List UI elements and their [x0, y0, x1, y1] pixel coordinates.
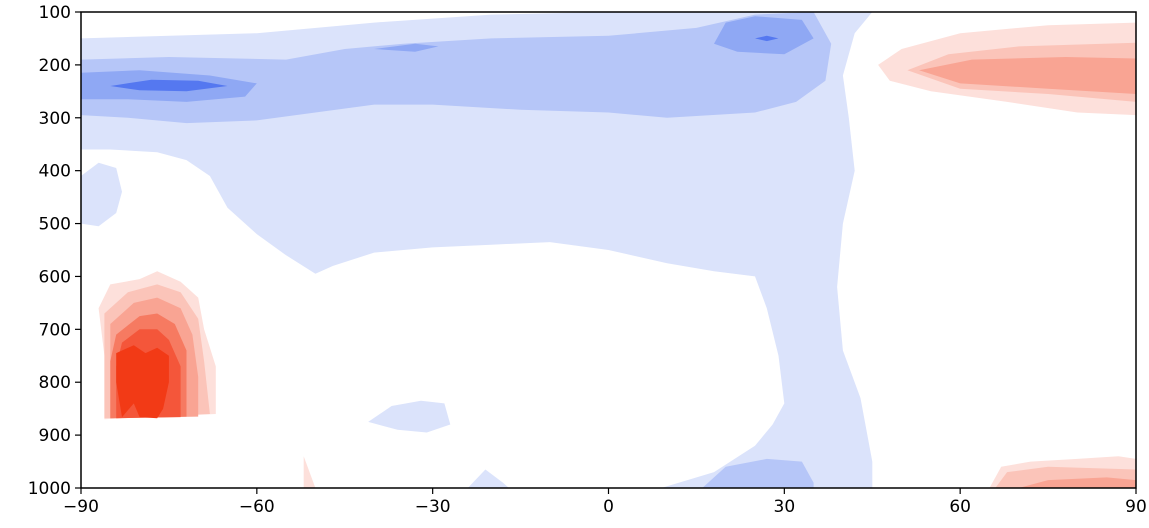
y-tick-label: 1000 [28, 479, 71, 499]
contour-region-neg3 [714, 16, 814, 55]
contour-region-neg1 [81, 12, 873, 488]
y-tick-label: 200 [39, 56, 71, 76]
contour-region-neg1 [81, 162, 122, 227]
x-tick-label: 90 [1125, 497, 1147, 517]
x-tick-label: 30 [774, 497, 796, 517]
contour-regions [81, 12, 1136, 488]
x-tick-label: −60 [239, 497, 275, 517]
y-tick-label: 800 [39, 373, 71, 393]
contour-region-neg1 [368, 400, 451, 433]
y-axis: 100 200 300 400 500 600 700 800 900 1000 [28, 3, 81, 499]
y-tick-label: 500 [39, 215, 71, 235]
contour-region-neg2 [81, 12, 832, 124]
contour-region-pos3 [919, 57, 1136, 94]
y-tick-label: 900 [39, 426, 71, 446]
y-tick-label: 700 [39, 320, 71, 340]
contour-region-neg4 [755, 35, 779, 42]
contour-region-neg1 [467, 469, 509, 488]
contour-region-neg2 [702, 458, 814, 488]
x-tick-label: −30 [415, 497, 451, 517]
contour-region-pos6 [116, 345, 169, 419]
x-tick-label: −90 [63, 497, 99, 517]
contour-region-neg4 [110, 79, 228, 92]
x-axis: −90 −60 −30 0 30 60 90 [63, 488, 1147, 517]
contour-region-neg3 [374, 43, 439, 52]
y-tick-label: 100 [39, 3, 71, 23]
y-tick-label: 600 [39, 267, 71, 287]
y-tick-label: 300 [39, 109, 71, 129]
contour-region-pos1 [303, 456, 316, 488]
x-tick-label: 0 [603, 497, 614, 517]
contour-region-pos3 [1018, 477, 1136, 488]
x-tick-label: 60 [949, 497, 971, 517]
y-tick-label: 400 [39, 162, 71, 182]
